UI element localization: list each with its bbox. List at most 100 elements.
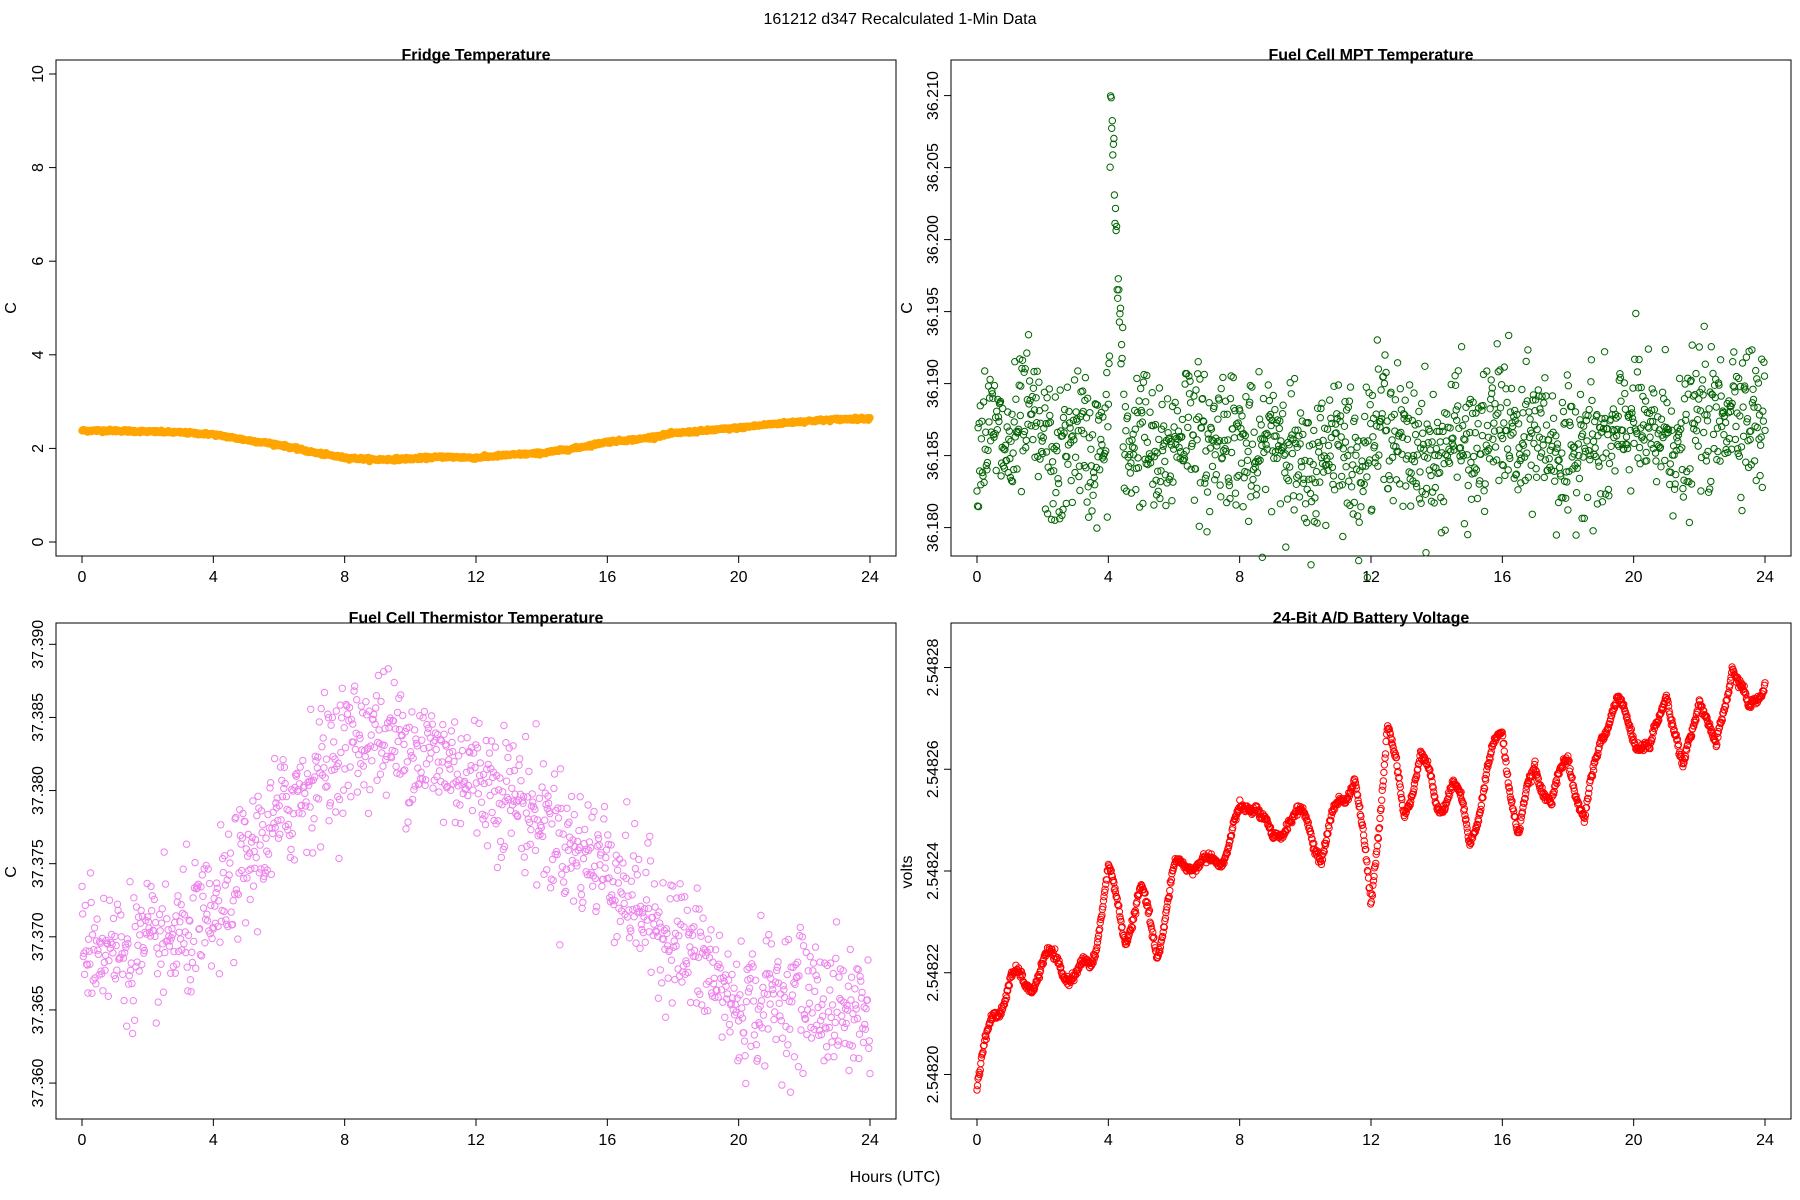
panel-thermistor-point	[778, 1081, 786, 1089]
panel-thermistor-point	[533, 881, 541, 889]
panel-mpt-point	[1203, 528, 1211, 536]
panel-mpt-point	[1114, 275, 1123, 283]
panel-thermistor-point	[457, 735, 465, 743]
panel-battery-point	[977, 1059, 985, 1068]
panel-thermistor-point	[327, 721, 335, 729]
panel-mpt-title: Fuel Cell MPT Temperature	[1268, 47, 1473, 64]
panel-mpt-point	[1495, 476, 1503, 485]
panel-thermistor-point	[287, 845, 295, 854]
panel-thermistor-point	[829, 969, 837, 978]
panel-mpt-point	[1576, 390, 1585, 399]
panel-mpt-point	[1487, 376, 1495, 384]
panel-mpt-point	[1555, 463, 1564, 472]
panel-thermistor-point	[427, 712, 436, 720]
panel-thermistor-point	[310, 815, 318, 823]
panel-mpt-point	[1572, 531, 1580, 539]
panel-thermistor-point	[462, 768, 471, 776]
panel-mpt-point	[1436, 438, 1445, 446]
panel-mpt-point	[1129, 451, 1138, 459]
panel-mpt-point	[1271, 405, 1279, 414]
panel-thermistor-point	[79, 910, 87, 918]
panel-mpt-point	[1410, 389, 1418, 397]
panel-thermistor-point	[548, 820, 556, 828]
panel-mpt-point	[1219, 373, 1227, 382]
panel-thermistor-point	[109, 914, 118, 923]
panel-mpt-point	[1504, 466, 1512, 474]
panel-mpt-point	[981, 367, 989, 375]
panel-mpt-point	[1730, 348, 1738, 356]
panel-thermistor-point	[797, 1026, 805, 1034]
panel-mpt-point	[1474, 420, 1482, 428]
panel-thermistor-point	[579, 898, 587, 906]
panel-thermistor-point	[517, 777, 525, 785]
panel-mpt-point	[1340, 422, 1349, 430]
panel-thermistor-point	[372, 692, 381, 700]
panel-mpt-point	[1470, 452, 1478, 461]
panel-mpt-point	[1316, 414, 1325, 422]
panel-thermistor-point	[624, 892, 632, 900]
panel-mpt-point	[1605, 459, 1614, 468]
panel-mpt-point	[1071, 468, 1079, 477]
panel-thermistor-point	[128, 1029, 137, 1038]
panel-thermistor-point	[765, 930, 773, 939]
panel-mpt-points	[973, 92, 1769, 582]
panel-mpt-point	[1669, 512, 1677, 520]
panel-mpt-point	[1549, 414, 1558, 422]
panel-thermistor-point	[833, 1008, 841, 1016]
panel-mpt-point	[1161, 457, 1169, 466]
panel-thermistor-point	[759, 1011, 768, 1019]
panel-mpt-point	[1133, 374, 1141, 383]
panel-mpt-point	[1366, 401, 1374, 409]
panel-mpt-point	[1575, 474, 1584, 483]
panel-mpt-point	[1041, 404, 1049, 412]
panel-mpt-point	[1401, 396, 1409, 404]
panel-thermistor-point	[241, 919, 250, 927]
panel-thermistor-point	[562, 887, 570, 896]
panel-thermistor-xtick-label: 16	[598, 1132, 616, 1149]
panel-thermistor-point	[399, 711, 407, 720]
panel-thermistor-point	[325, 817, 333, 825]
panel-thermistor-point	[730, 984, 738, 992]
panel-thermistor-point	[541, 816, 549, 824]
panel-mpt-point	[1525, 408, 1533, 416]
panel-thermistor-point	[172, 912, 180, 920]
panel-battery-title: 24-Bit A/D Battery Voltage	[1273, 610, 1470, 627]
panel-thermistor-point	[483, 842, 492, 850]
panel-thermistor-point	[589, 882, 597, 890]
panel-mpt-point	[1119, 443, 1127, 451]
panel-mpt-point	[1278, 410, 1287, 418]
panel-thermistor-point	[523, 793, 532, 801]
panel-thermistor-point	[650, 920, 658, 928]
panel-thermistor-point	[538, 783, 546, 791]
panel-thermistor-point	[807, 1034, 816, 1042]
panel-thermistor-point	[458, 746, 467, 755]
panel-thermistor-point	[830, 1031, 839, 1040]
panel-thermistor-point	[778, 1034, 787, 1042]
panel-mpt-point	[1422, 549, 1430, 557]
panel-thermistor-point	[855, 1030, 864, 1038]
panel-mpt-point	[1559, 407, 1568, 416]
panel-mpt-point	[1074, 367, 1082, 375]
panel-mpt-point	[1678, 444, 1686, 452]
panel-thermistor-point	[254, 792, 262, 800]
panel-mpt-point	[1432, 444, 1441, 453]
panel-thermistor-xtick-label: 20	[730, 1132, 748, 1149]
panel-mpt-point	[1168, 497, 1176, 505]
panel-thermistor-point	[78, 882, 86, 891]
panel-thermistor-point	[182, 840, 191, 848]
panel-mpt-point	[1467, 495, 1476, 503]
panel-battery-point	[1380, 768, 1388, 777]
panel-mpt-point	[1295, 493, 1304, 501]
panel-thermistor-point	[198, 871, 207, 879]
panel-mpt-point	[1402, 482, 1410, 490]
panel-mpt-point	[1100, 456, 1108, 464]
panel-thermistor-point	[797, 1006, 806, 1014]
panel-mpt-point	[1454, 402, 1462, 410]
panel-mpt-point	[1126, 469, 1135, 477]
panel-thermistor-point	[473, 829, 481, 837]
panel-thermistor-point	[502, 777, 511, 785]
panel-mpt-point	[1589, 527, 1597, 535]
panel-thermistor-point	[332, 808, 340, 816]
panel-thermistor-ytick-label: 37.370	[30, 912, 47, 961]
